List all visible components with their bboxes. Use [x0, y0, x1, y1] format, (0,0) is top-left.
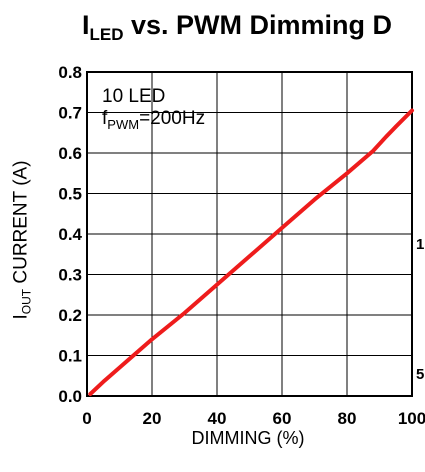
y-axis-label: IOUT CURRENT (A)	[11, 160, 34, 319]
legend: 10 LED fPWM=200Hz	[102, 86, 205, 136]
x-tick-label-0: 0	[82, 409, 91, 428]
x-tick-label-1: 20	[143, 409, 162, 428]
legend-line-1: 10 LED	[102, 86, 166, 107]
y-tick-label-8: 0.8	[58, 63, 82, 82]
y-tick-label-4: 0.4	[58, 225, 82, 244]
y-tick-label-5: 0.5	[58, 185, 82, 204]
x-tick-label-2: 40	[208, 409, 227, 428]
y-tick-label-7: 0.7	[58, 104, 82, 123]
x-axis-label: DIMMING (%)	[191, 428, 305, 448]
y-axis-label-main: I	[10, 314, 32, 320]
y-axis-label-subscript: OUT	[19, 288, 34, 315]
legend-line-2-rest: =200Hz	[139, 108, 206, 129]
y-tick-label-0: 0.0	[58, 387, 82, 406]
y-tick-label-1: 0.1	[58, 347, 82, 366]
y-tick-label-2: 0.2	[58, 306, 82, 325]
legend-line-2-subscript: PWM	[107, 117, 140, 132]
x-tick-label-3: 60	[273, 409, 292, 428]
legend-line-2: fPWM=200Hz	[102, 108, 205, 136]
y-tick-label-6: 0.6	[58, 144, 82, 163]
y-tick-label-3: 0.3	[58, 266, 82, 285]
chart-title: ILED vs. PWM Dimming D	[82, 10, 392, 45]
plot-frame	[86, 71, 413, 397]
title-subscript: LED	[89, 25, 124, 44]
legend-line-2-main: f	[102, 108, 108, 129]
edge-text-1: 1	[416, 236, 425, 253]
series-line-0	[88, 108, 414, 396]
x-tick-label-4: 80	[338, 409, 357, 428]
title-main: I	[82, 10, 90, 40]
edge-text-2: 5	[416, 366, 425, 383]
title-rest: vs. PWM Dimming D	[123, 10, 393, 40]
x-tick-label-5: 100	[398, 409, 425, 428]
y-axis-label-rest: CURRENT (A)	[10, 160, 32, 289]
